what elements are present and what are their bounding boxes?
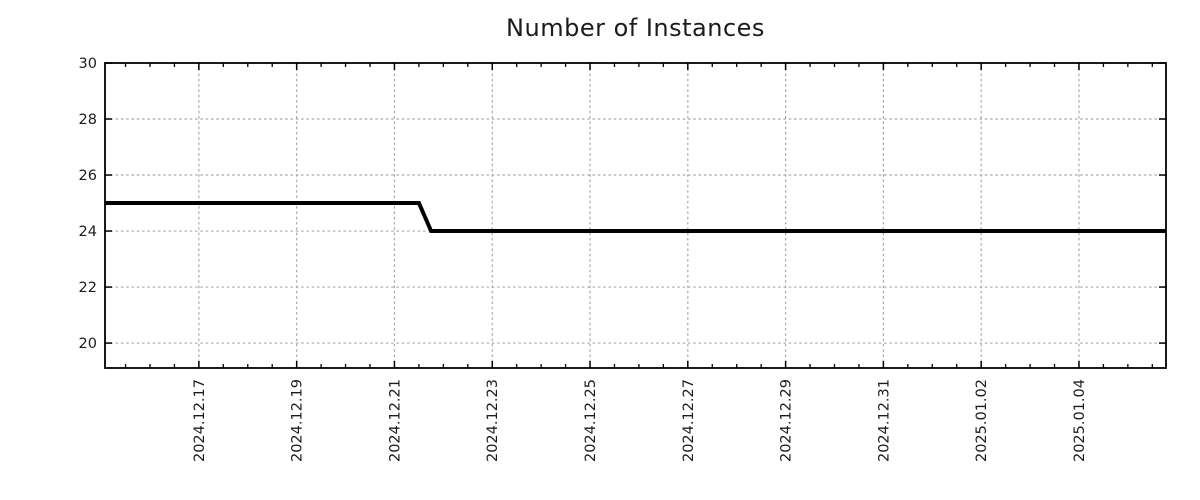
- plot-border: [104, 62, 1167, 369]
- series-line: [105, 201, 1166, 233]
- x-tick-label: 2024.12.31: [876, 379, 892, 462]
- axis-ticks: [105, 62, 1166, 368]
- y-tick-label: 22: [79, 280, 97, 296]
- x-tick-label: 2024.12.29: [779, 379, 795, 462]
- series-instances: [105, 201, 1166, 233]
- x-tick-label: 2024.12.23: [485, 379, 501, 462]
- x-tick-label: 2024.12.25: [583, 379, 599, 462]
- y-tick-label: 24: [79, 224, 97, 240]
- y-tick-label: 28: [79, 112, 97, 128]
- y-tick-label: 30: [79, 56, 97, 72]
- x-tick-label: 2025.01.04: [1072, 379, 1088, 462]
- x-tick-label: 2024.12.21: [387, 379, 403, 462]
- grid-lines: [105, 63, 1166, 368]
- y-tick-label: 26: [79, 168, 97, 184]
- x-tick-label: 2025.01.02: [974, 379, 990, 462]
- x-tick-labels: 2024.12.17 2024.12.19 2024.12.21 2024.12.23…: [192, 379, 1088, 462]
- y-tick-label: 20: [79, 336, 97, 352]
- x-tick-label: 2024.12.19: [290, 379, 306, 462]
- x-tick-label: 2024.12.27: [681, 379, 697, 462]
- x-tick-label: 2024.12.17: [192, 379, 208, 462]
- chart-title: Number of Instances: [506, 14, 765, 42]
- y-tick-labels: 20 22 24 26 28 30: [79, 56, 97, 352]
